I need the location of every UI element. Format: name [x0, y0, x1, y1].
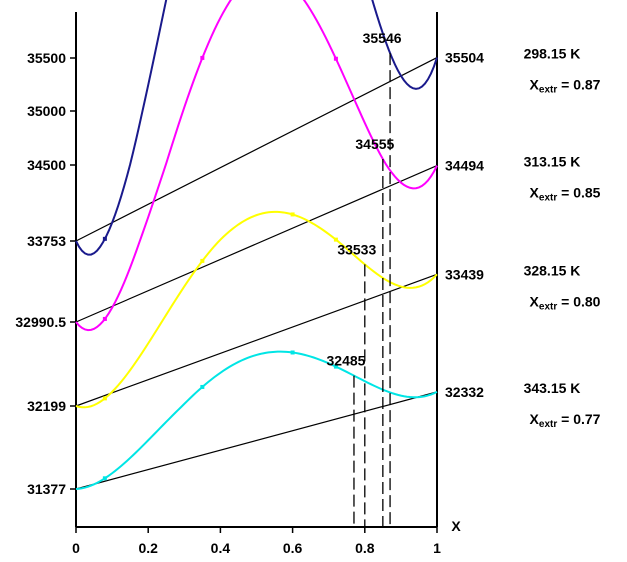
x-tick-label: 1 [433, 540, 441, 556]
chord-line [75, 273, 438, 407]
x-tick-label: 0.2 [138, 540, 158, 556]
end-value-label: 35504 [445, 50, 484, 66]
y-tick-label: 31377 [27, 481, 66, 497]
value-labels: 35546 35504 34555 34494 33533 33439 32485 32332 [327, 30, 485, 400]
series-point [333, 56, 338, 61]
series-curve [75, 350, 438, 490]
series-point [290, 350, 295, 355]
series-curve [75, 0, 438, 332]
x-extr-label: Xextr = 0.77 [530, 411, 601, 430]
max-value-label: 34555 [355, 136, 394, 152]
chord-line [75, 391, 438, 490]
chord-lines [75, 57, 438, 490]
end-value-label: 34494 [445, 158, 484, 174]
axes [75, 12, 438, 528]
end-value-label: 32332 [445, 384, 484, 400]
y-tick-label: 34500 [27, 157, 66, 173]
series-point [200, 258, 205, 263]
end-value-label: 33439 [445, 266, 484, 282]
x-tick-label: 0.6 [283, 540, 303, 556]
y-tick-label: 35000 [27, 103, 66, 119]
x-extr-label: Xextr = 0.87 [530, 77, 601, 96]
temperature-label: 328.15 K [524, 262, 581, 278]
series-curve [75, 0, 438, 256]
x-tick-label: 0 [72, 540, 80, 556]
series-point [200, 55, 205, 60]
y-tick-label: 32990.5 [15, 314, 66, 330]
extremum-markers [353, 53, 391, 527]
x-extr-label: Xextr = 0.80 [530, 293, 601, 312]
series-curve [75, 210, 438, 409]
tick-labels: 0 0.2 0.4 0.6 0.8 1X 35500 35000 34500 33753 32990… [15, 50, 461, 556]
chord-line [75, 57, 438, 242]
series-point [102, 316, 107, 321]
x-tick-label: 0.4 [211, 540, 231, 556]
series-point [290, 212, 295, 217]
temperature-labels: 298.15 K Xextr = 0.87 313.15 K Xextr = 0.85… [524, 46, 601, 430]
series-point [333, 364, 338, 369]
y-tick-label: 33753 [27, 233, 66, 249]
series-point [102, 396, 107, 401]
temperature-label: 343.15 K [524, 380, 581, 396]
x-extr-label: Xextr = 0.85 [530, 185, 601, 204]
series-point [333, 237, 338, 242]
series-point [102, 236, 107, 241]
y-tick-label: 35500 [27, 50, 66, 66]
curves [75, 0, 438, 490]
chord-line [75, 165, 438, 323]
y-tick-label: 32199 [27, 398, 66, 414]
max-value-label: 32485 [327, 353, 366, 369]
max-value-label: 33533 [337, 241, 376, 257]
series-point [200, 384, 205, 389]
x-tick-label: 0.8 [355, 540, 375, 556]
x-axis-title: X [451, 518, 461, 534]
series-point [102, 476, 107, 481]
max-value-label: 35546 [363, 30, 402, 46]
temperature-label: 298.15 K [524, 46, 581, 62]
temperature-label: 313.15 K [524, 154, 581, 170]
